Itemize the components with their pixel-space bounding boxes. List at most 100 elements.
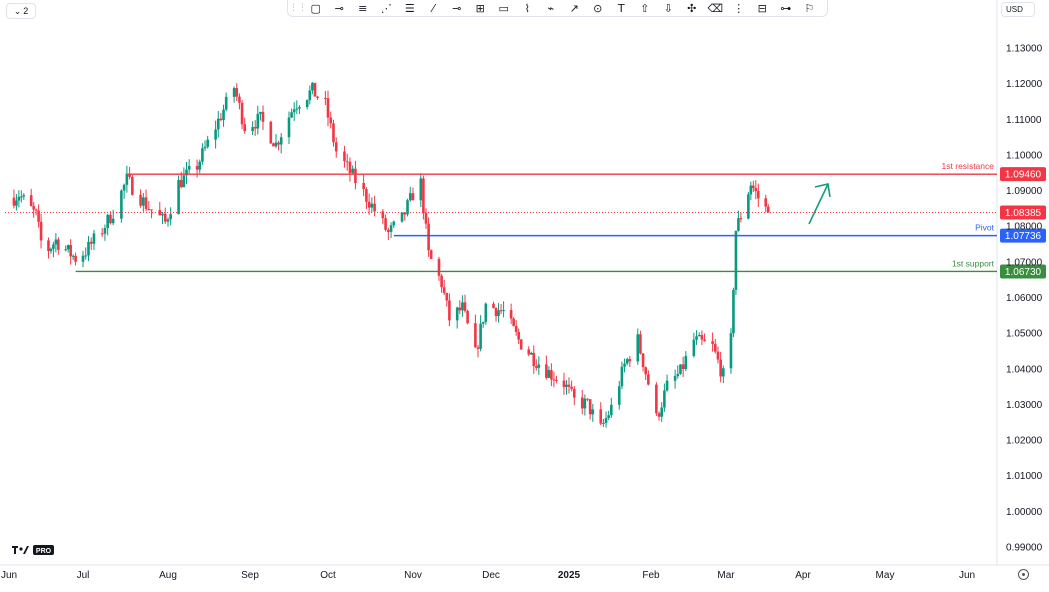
price-axis[interactable]: 1.13000 1.12000 1.11000 1.10000 1.09000 1.080… [1006, 44, 1043, 554]
candle [185, 161, 188, 185]
candle-body [636, 334, 640, 362]
brush-icon[interactable]: ⌇ [524, 1, 530, 15]
candle-body [20, 196, 23, 198]
time-axis[interactable]: Jun Jul Aug Sep Oct Nov Dec 2025 Feb Mar Apr May Jun [1, 570, 975, 581]
candle [572, 385, 576, 406]
flag-icon[interactable]: ⚐ [804, 1, 815, 15]
candle [15, 194, 18, 211]
candle [623, 358, 626, 373]
candle-body [547, 370, 551, 378]
candle [362, 174, 365, 197]
candle-body [316, 96, 319, 98]
candle [47, 237, 50, 259]
fib-retracement-icon[interactable]: ☰ [404, 1, 415, 15]
candle [235, 83, 239, 102]
candle [756, 183, 760, 208]
candle-body [334, 142, 338, 152]
candle-body [739, 218, 743, 220]
candle [479, 315, 482, 352]
candle [22, 193, 26, 200]
candle [87, 236, 90, 262]
horizontal-line-icon[interactable]: ⊸ [452, 1, 462, 15]
cross-line-icon[interactable]: ⊞ [475, 1, 485, 15]
trend-line-icon[interactable]: ⁄ [432, 1, 435, 15]
candle [502, 301, 505, 318]
candle-body [158, 210, 162, 216]
time-tick-label: Mar [717, 570, 735, 581]
candle [222, 104, 225, 127]
candle-body [766, 206, 770, 213]
candle [427, 217, 430, 257]
candle-body [734, 230, 738, 290]
arrow-down-icon[interactable]: ⇩ [663, 1, 673, 15]
candle [343, 145, 346, 168]
candle [639, 330, 642, 355]
candle-body [519, 339, 523, 350]
candle [747, 191, 750, 220]
candle [219, 112, 223, 122]
path-icon[interactable]: ⌁ [547, 1, 555, 15]
candle [256, 105, 260, 135]
candle-body [49, 248, 53, 252]
candle-body [142, 197, 145, 206]
candle-body [240, 102, 244, 125]
plot-area[interactable] [5, 0, 997, 565]
candle [313, 82, 317, 97]
candle-body [676, 373, 680, 377]
candle-body [224, 96, 228, 110]
candle-body [463, 302, 467, 311]
vertical-line-icon[interactable]: ⋮ [733, 1, 745, 15]
callout-icon[interactable]: ▭ [498, 1, 509, 15]
pattern-icon[interactable]: ✣ [687, 1, 697, 15]
currency-selector[interactable]: USD [1001, 2, 1035, 17]
parallel-channel-icon[interactable]: ≡ [358, 1, 368, 15]
eraser-icon[interactable]: ⌫ [707, 1, 724, 15]
candle-body [216, 118, 220, 130]
candle-body [625, 359, 629, 364]
arrow-up-icon[interactable]: ⇧ [640, 1, 650, 15]
candle-body [499, 310, 503, 312]
candle-body [324, 97, 327, 99]
candle [519, 338, 523, 351]
horizontal-ray-icon[interactable]: ⊸ [334, 1, 344, 15]
candle [57, 237, 60, 255]
arrow-icon[interactable]: ↗ [569, 1, 579, 15]
pitchfork-icon[interactable]: ⋰ [380, 1, 392, 15]
candle [269, 120, 273, 145]
layout-button[interactable]: ⌄ 2 [6, 3, 36, 19]
candle [663, 383, 666, 412]
long-position-icon[interactable]: ⊟ [757, 1, 767, 15]
candle [329, 111, 333, 129]
rectangle-icon[interactable]: ▢ [310, 1, 321, 15]
candle-body [259, 111, 262, 114]
candle-body [700, 335, 704, 340]
candle-body [747, 194, 750, 219]
candle-body [552, 379, 556, 381]
candle [29, 188, 33, 207]
price-tick-label: 1.00000 [1006, 507, 1043, 518]
levels-layer: 1.08385 1st resistance 1.09460 Pivot 1.07736… [5, 161, 1046, 279]
candle-body [512, 318, 515, 326]
measure-icon[interactable]: ⊶ [780, 1, 792, 15]
candle [106, 213, 109, 236]
candle [12, 189, 16, 209]
circle-icon[interactable]: ⊙ [593, 1, 603, 15]
candle [365, 187, 368, 209]
candle [532, 345, 536, 374]
candle [158, 201, 162, 216]
candle-body [639, 334, 642, 354]
candle [463, 294, 467, 313]
price-tick-label: 0.99000 [1006, 543, 1043, 554]
candle [641, 352, 645, 372]
time-tick-label: Jun [959, 570, 975, 581]
candle [20, 190, 23, 203]
candle-body [673, 376, 677, 381]
candle-body [163, 213, 167, 222]
candle-body [466, 310, 469, 324]
candle [311, 82, 314, 95]
candle [599, 402, 603, 426]
gear-icon[interactable] [1018, 569, 1029, 580]
candle-body [329, 117, 333, 124]
text-icon[interactable]: T [617, 1, 625, 15]
